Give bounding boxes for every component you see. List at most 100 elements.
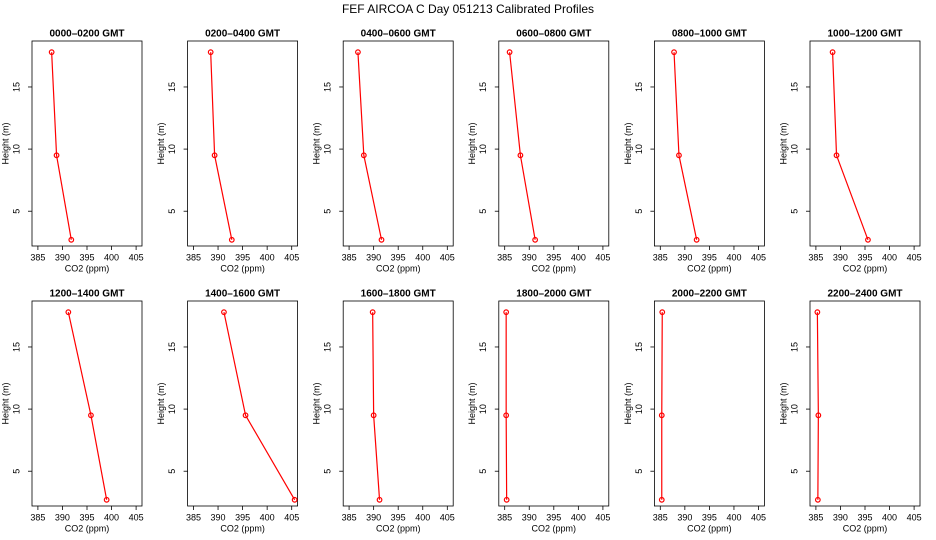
x-tick-label: 405	[907, 512, 922, 522]
y-tick-label: 10	[478, 404, 488, 414]
x-tick-label: 395	[79, 512, 94, 522]
y-tick-label: 5	[167, 469, 177, 474]
profile-point	[506, 49, 513, 56]
plot-frame	[809, 300, 921, 507]
profile-point	[815, 412, 822, 419]
x-tick-label: 385	[186, 252, 201, 262]
y-axis-label: Height (m)	[467, 382, 477, 424]
x-axis-label: CO2 (ppm)	[220, 523, 265, 533]
x-tick-label: 390	[677, 252, 692, 262]
y-tick-label: 5	[323, 209, 333, 214]
profile-point	[370, 412, 377, 419]
panel-title: 0600–0800 GMT	[516, 29, 591, 40]
x-tick-label: 405	[751, 252, 766, 262]
x-tick-label: 390	[677, 512, 692, 522]
x-tick-label: 400	[571, 252, 586, 262]
profile-point	[658, 496, 665, 503]
x-tick-label: 390	[211, 512, 226, 522]
y-tick-label: 10	[789, 404, 799, 414]
x-axis-label: CO2 (ppm)	[376, 263, 421, 273]
profile-line	[831, 52, 869, 240]
profile-line	[673, 52, 698, 240]
y-tick-label: 15	[323, 82, 333, 92]
x-axis-label: CO2 (ppm)	[65, 263, 110, 273]
y-tick-label: 5	[167, 209, 177, 214]
x-tick-label: 390	[55, 252, 70, 262]
x-tick-label: 400	[260, 252, 275, 262]
y-tick-label: 15	[478, 82, 488, 92]
profile-line	[210, 52, 233, 240]
profile-point	[503, 309, 510, 316]
y-tick-label: 5	[789, 469, 799, 474]
profile-point	[53, 152, 60, 159]
y-tick-label: 15	[789, 342, 799, 352]
y-tick-label: 5	[11, 209, 21, 214]
x-tick-label: 385	[342, 512, 357, 522]
y-tick-label: 10	[634, 144, 644, 154]
profile-point	[865, 236, 871, 243]
y-tick-label: 15	[11, 342, 21, 352]
x-tick-label: 405	[595, 512, 610, 522]
profile-point	[65, 309, 72, 316]
y-tick-label: 10	[11, 144, 21, 154]
x-tick-label: 385	[653, 512, 668, 522]
x-tick-label: 400	[882, 512, 897, 522]
profile-point	[207, 49, 214, 56]
x-tick-label: 395	[857, 512, 872, 522]
plot-frame	[342, 300, 454, 507]
x-tick-label: 395	[546, 252, 561, 262]
x-tick-label: 395	[391, 512, 406, 522]
x-axis-label: CO2 (ppm)	[843, 263, 888, 273]
y-axis-label: Height (m)	[156, 382, 166, 424]
x-axis-label: CO2 (ppm)	[220, 263, 265, 273]
y-tick-label: 15	[478, 342, 488, 352]
x-tick-label: 395	[79, 252, 94, 262]
x-tick-label: 400	[571, 512, 586, 522]
plot-frame	[342, 40, 454, 247]
profile-point	[376, 496, 383, 503]
panel-title: 1400–1600 GMT	[205, 289, 280, 300]
y-tick-label: 5	[634, 469, 644, 474]
panel-title: 1600–1800 GMT	[361, 289, 436, 300]
x-tick-label: 385	[808, 252, 823, 262]
panel-title: 1200–1400 GMT	[49, 289, 124, 300]
profile-point	[671, 49, 677, 56]
panel-title: 2200–2400 GMT	[827, 289, 902, 300]
x-tick-label: 385	[497, 252, 512, 262]
y-tick-label: 15	[167, 342, 177, 352]
profile-point	[532, 236, 539, 243]
profile-point	[48, 49, 55, 56]
y-tick-label: 5	[478, 469, 488, 474]
x-tick-label: 405	[907, 252, 922, 262]
y-axis-label: Height (m)	[0, 382, 10, 424]
y-tick-label: 10	[478, 144, 488, 154]
panel-title: 1800–2000 GMT	[516, 289, 591, 300]
x-tick-label: 390	[366, 512, 381, 522]
x-axis-label: CO2 (ppm)	[687, 523, 732, 533]
x-tick-label: 400	[415, 512, 430, 522]
y-axis-label: Height (m)	[312, 122, 322, 164]
profile-line	[67, 312, 108, 500]
figure-title: FEF AIRCOA C Day 051213 Calibrated Profi…	[342, 2, 594, 16]
profile-point	[88, 412, 94, 419]
profile-point	[503, 412, 510, 419]
x-axis-label: CO2 (ppm)	[532, 523, 577, 533]
profile-point	[68, 236, 75, 243]
plot-frame	[187, 40, 299, 247]
x-tick-label: 385	[30, 252, 45, 262]
y-axis-label: Height (m)	[0, 122, 10, 164]
profile-point	[676, 152, 682, 159]
y-tick-label: 15	[323, 342, 333, 352]
panel-title: 2000–2200 GMT	[672, 289, 747, 300]
profile-point	[360, 152, 367, 159]
x-tick-label: 405	[129, 252, 144, 262]
profile-line	[357, 52, 383, 240]
plot-frame	[809, 40, 921, 247]
x-tick-label: 405	[129, 512, 144, 522]
y-axis-label: Height (m)	[778, 382, 788, 424]
x-axis-label: CO2 (ppm)	[843, 523, 888, 533]
x-tick-label: 390	[833, 512, 848, 522]
x-tick-label: 390	[522, 252, 537, 262]
y-tick-label: 15	[789, 82, 799, 92]
profile-point	[833, 152, 840, 159]
